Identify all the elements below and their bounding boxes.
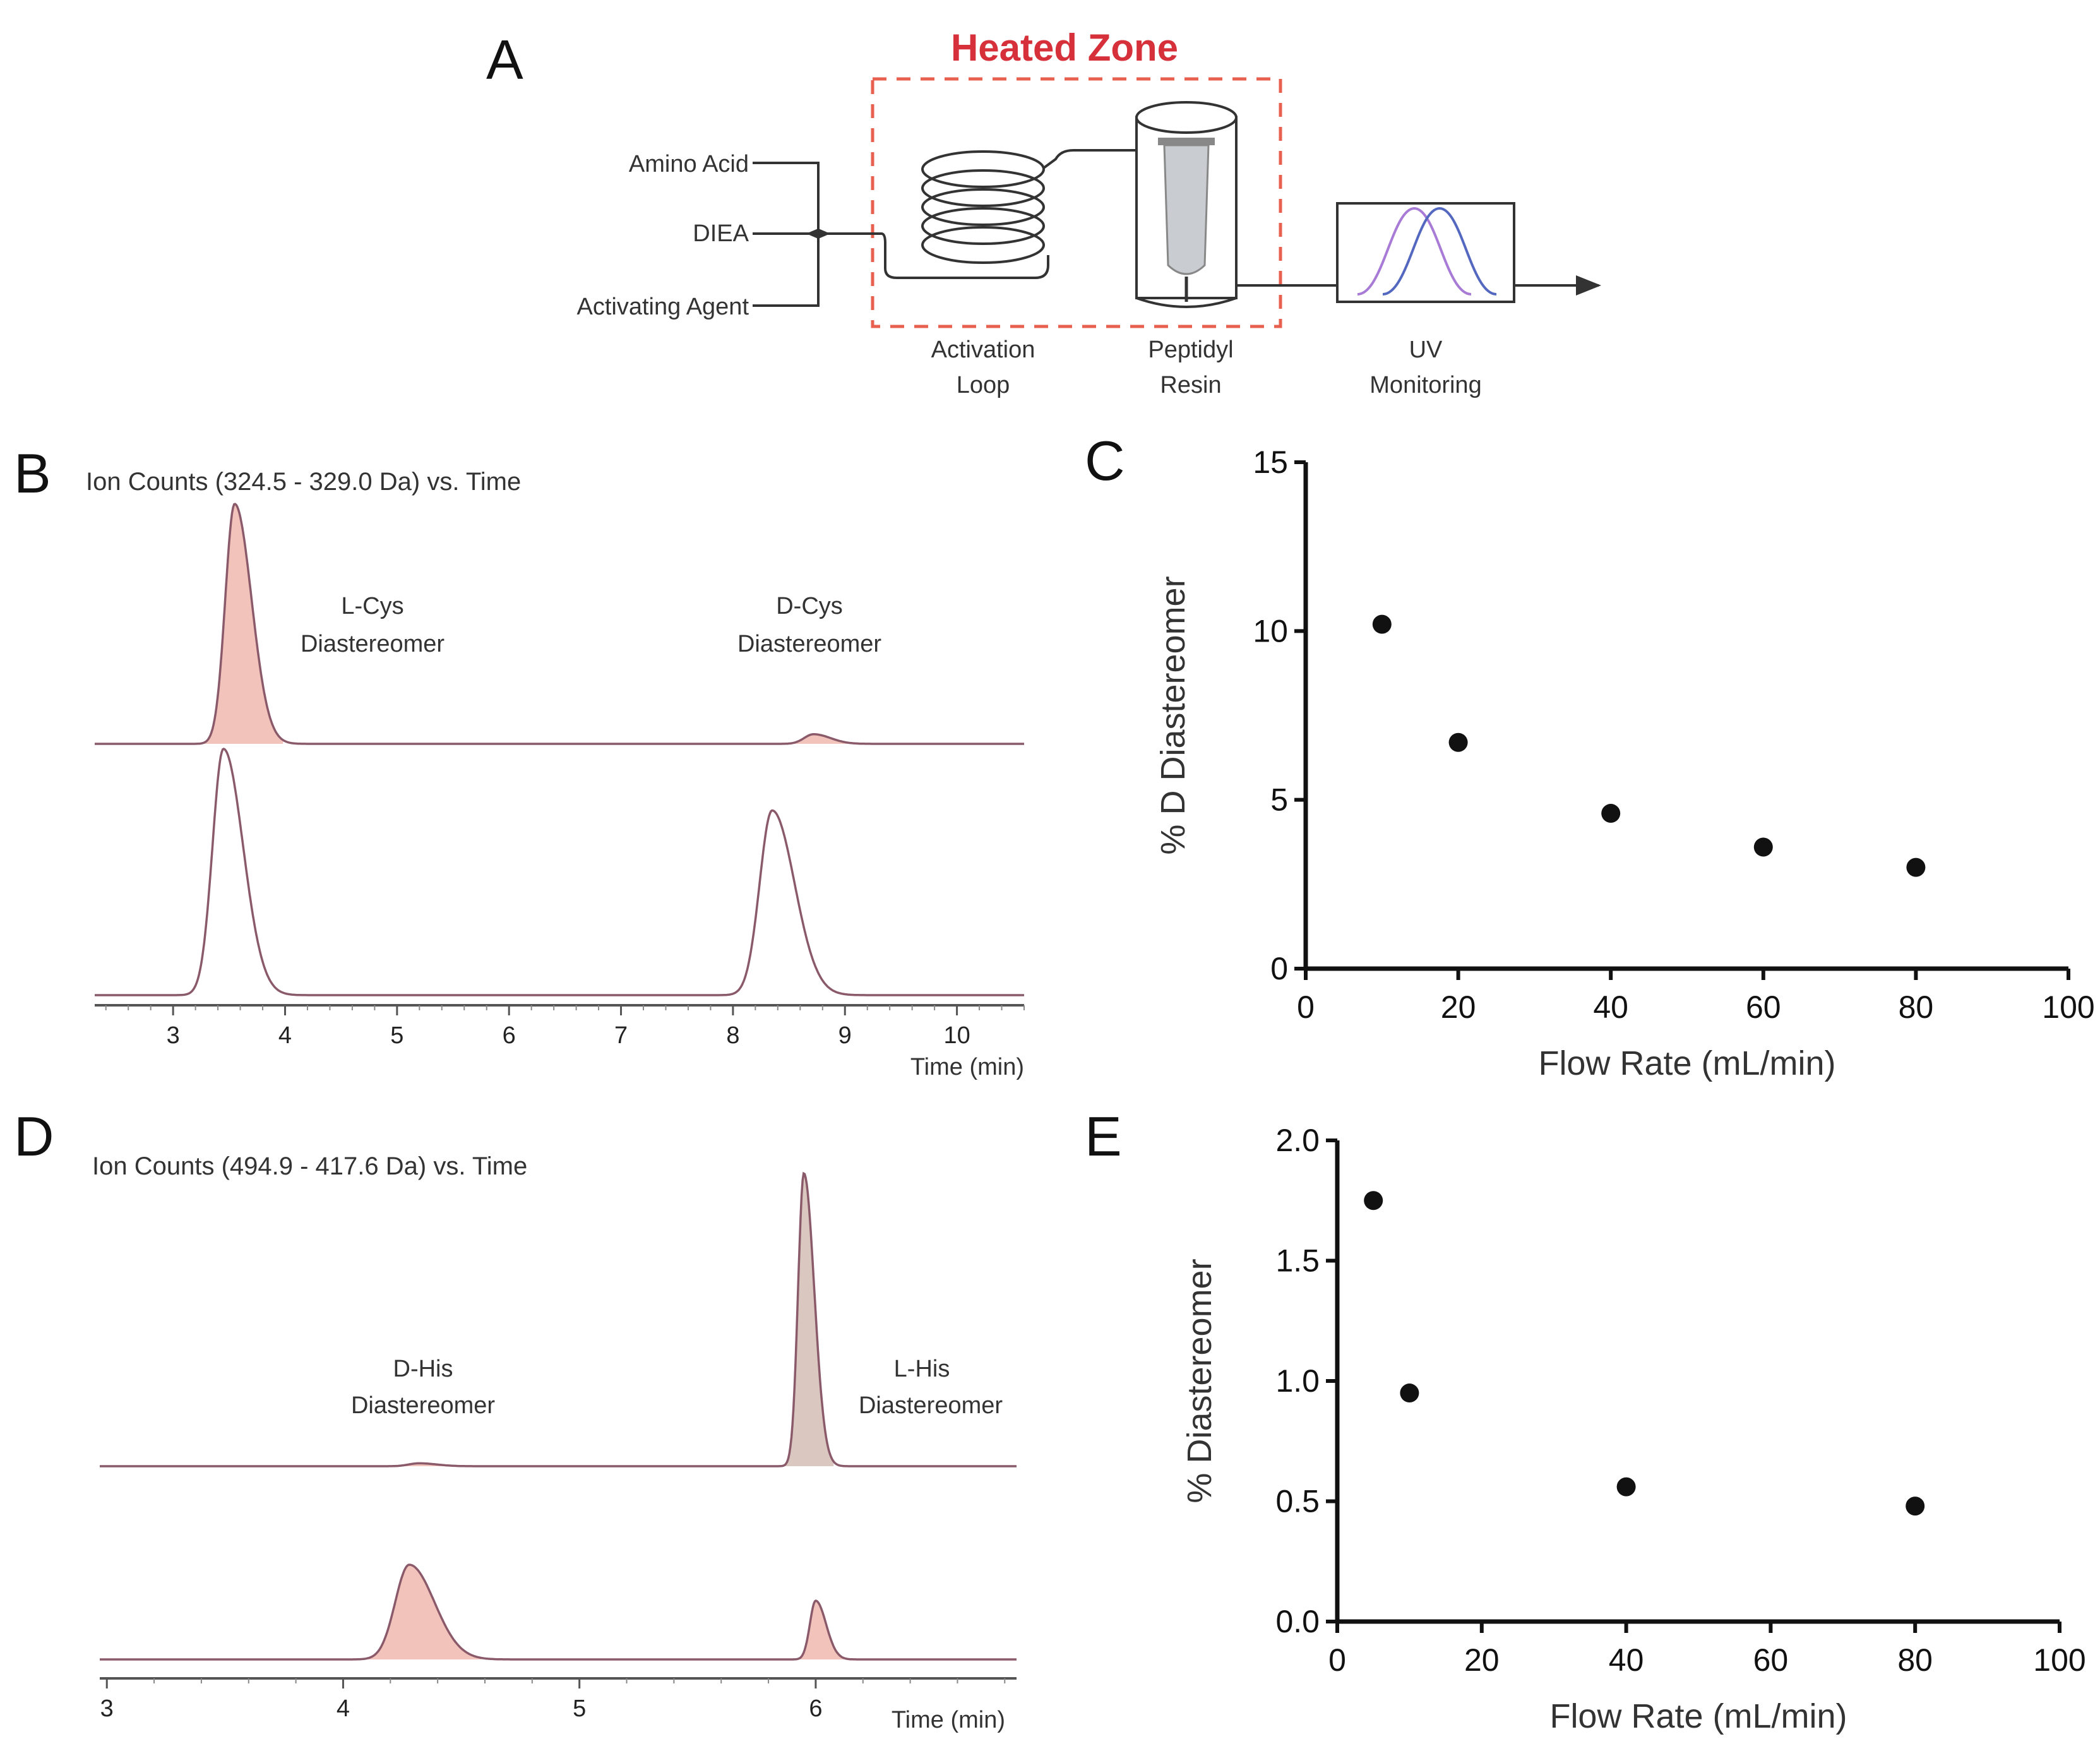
c-data-point xyxy=(1906,858,1926,877)
input-activating-agent: Activating Agent xyxy=(576,294,749,320)
d-peak-label-l-his-1: L-His xyxy=(894,1356,950,1382)
peptidyl-resin-label-1: Peptidyl xyxy=(1148,337,1233,363)
uv-monitor xyxy=(1336,202,1601,303)
panel-a-diagram: A Heated Zone Amino Acid DIEA Activating… xyxy=(486,27,1601,398)
e-y-tick-label: 1.5 xyxy=(1275,1243,1320,1279)
panel-label-e: E xyxy=(1085,1105,1122,1168)
c-x-axis-title: Flow Rate (mL/min) xyxy=(1538,1044,1835,1082)
e-y-tick-label: 0.5 xyxy=(1275,1484,1320,1519)
c-data-point xyxy=(1753,837,1773,857)
panel-b-chromatogram: B Ion Counts (324.5 - 329.0 Da) vs. Time… xyxy=(14,442,1025,1080)
c-y-tick-label: 0 xyxy=(1270,951,1288,986)
panel-label-d: D xyxy=(14,1105,54,1168)
b-tick-label: 3 xyxy=(167,1022,180,1049)
d-tick-label: 3 xyxy=(100,1695,114,1722)
b-peak-fill-0-0 xyxy=(200,504,283,744)
peptidyl-resin-label-2: Resin xyxy=(1160,372,1221,398)
activation-loop-label-2: Loop xyxy=(957,372,1010,398)
e-data-point xyxy=(1906,1497,1925,1516)
panel-e-scatter: E 0 20 40 60 80 100 0.0 0.5 1.0 1.5 2.0 Flow Rate (… xyxy=(1085,1105,2086,1735)
c-data-point xyxy=(1448,732,1468,752)
c-y-tick-label: 10 xyxy=(1253,613,1288,648)
e-x-tick-label: 0 xyxy=(1328,1642,1346,1678)
b-tick-label: 6 xyxy=(503,1022,516,1049)
activation-loop-label-1: Activation xyxy=(931,337,1035,363)
d-tick-label: 5 xyxy=(573,1695,586,1722)
e-y-axis-title: % Diastereomer xyxy=(1181,1258,1219,1503)
uv-monitoring-label-1: UV xyxy=(1409,337,1443,363)
e-x-tick-label: 80 xyxy=(1897,1642,1933,1678)
panel-label-c: C xyxy=(1085,429,1125,492)
d-peak-fill-1-0 xyxy=(357,1565,482,1659)
d-peak-label-l-his-2: Diastereomer xyxy=(859,1392,1003,1419)
input-lines xyxy=(753,162,924,307)
c-data-point xyxy=(1372,614,1392,634)
d-peak-fill-1-1 xyxy=(794,1601,846,1659)
panel-d-chromatogram: D Ion Counts (494.9 - 417.6 Da) vs. Time… xyxy=(14,1105,1017,1733)
b-tick-label: 4 xyxy=(278,1022,292,1049)
e-y-tick-label: 2.0 xyxy=(1275,1123,1320,1158)
b-tick-label: 7 xyxy=(614,1022,628,1049)
b-tick-label: 5 xyxy=(390,1022,403,1049)
e-y-tick-label: 1.0 xyxy=(1275,1363,1320,1399)
b-peak-label-l-cys-2: Diastereomer xyxy=(301,631,444,657)
e-x-axis-title: Flow Rate (mL/min) xyxy=(1549,1697,1847,1735)
e-x-tick-label: 40 xyxy=(1609,1642,1644,1678)
panel-label-b: B xyxy=(14,442,51,505)
b-tick-label: 9 xyxy=(838,1022,852,1049)
c-data-point xyxy=(1601,804,1621,823)
e-x-tick-label: 20 xyxy=(1464,1642,1500,1678)
d-trace-0 xyxy=(100,1171,1017,1467)
c-y-axis-title: % D Diastereomer xyxy=(1154,576,1192,854)
panel-b-title: Ion Counts (324.5 - 329.0 Da) vs. Time xyxy=(86,468,521,496)
panel-d-title: Ion Counts (494.9 - 417.6 Da) vs. Time xyxy=(92,1152,527,1180)
input-diea: DIEA xyxy=(693,220,749,247)
c-x-tick-label: 60 xyxy=(1746,989,1781,1025)
b-tick-label: 8 xyxy=(726,1022,739,1049)
e-data-point xyxy=(1616,1477,1636,1497)
c-x-tick-label: 80 xyxy=(1899,989,1934,1025)
d-x-axis-label: Time (min) xyxy=(892,1707,1005,1733)
e-data-point xyxy=(1400,1383,1419,1403)
b-trace-1 xyxy=(95,748,1024,996)
d-peak-label-d-his-1: D-His xyxy=(393,1356,453,1382)
b-peak-label-d-cys-2: Diastereomer xyxy=(737,631,881,657)
uv-monitoring-label-2: Monitoring xyxy=(1369,372,1481,398)
d-peak-label-d-his-2: Diastereomer xyxy=(351,1392,495,1419)
panel-c-scatter: C 0 20 40 60 80 100 0 5 10 15 Flow Rate (mL/min) % … xyxy=(1085,429,2095,1082)
heated-zone-label: Heated Zone xyxy=(951,27,1178,69)
d-trace-1 xyxy=(100,1563,1017,1661)
b-x-axis-label: Time (min) xyxy=(910,1054,1024,1080)
c-y-tick-label: 15 xyxy=(1253,445,1288,480)
e-x-tick-label: 60 xyxy=(1753,1642,1789,1678)
c-x-tick-label: 100 xyxy=(2042,989,2094,1025)
c-y-tick-label: 5 xyxy=(1270,782,1288,818)
c-x-tick-label: 20 xyxy=(1441,989,1476,1025)
e-x-tick-label: 100 xyxy=(2033,1642,2085,1678)
b-tick-label: 10 xyxy=(943,1022,970,1049)
panel-label-a: A xyxy=(486,28,523,91)
b-peak-label-l-cys-1: L-Cys xyxy=(341,593,403,619)
d-peak-fill-0-1 xyxy=(782,1173,834,1466)
c-x-tick-label: 0 xyxy=(1297,989,1315,1025)
e-data-point xyxy=(1364,1191,1383,1210)
c-x-tick-label: 40 xyxy=(1593,989,1628,1025)
d-tick-label: 4 xyxy=(337,1695,350,1722)
peptidyl-resin-column xyxy=(1135,101,1238,308)
e-y-tick-label: 0.0 xyxy=(1275,1604,1320,1639)
b-trace-0 xyxy=(95,503,1024,745)
d-tick-label: 6 xyxy=(809,1695,822,1722)
activation-loop-coil xyxy=(921,149,1137,279)
input-amino-acid: Amino Acid xyxy=(629,151,749,177)
heated-zone-box xyxy=(871,77,1282,328)
b-peak-label-d-cys-1: D-Cys xyxy=(776,593,843,619)
